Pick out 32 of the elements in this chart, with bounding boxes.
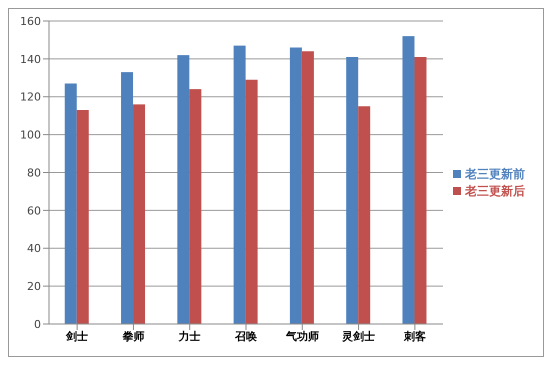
y-tick-label: 140 [20,52,41,66]
y-tick-label: 0 [34,318,41,331]
bar [234,46,246,324]
x-tick-label: 刺客 [402,330,426,343]
y-tick-label: 100 [20,128,41,142]
bar [177,55,190,324]
x-tick-label: 召唤 [234,330,257,343]
x-tick-label: 力士 [178,330,201,343]
x-tick-label: 剑士 [65,330,88,343]
bar [133,104,146,324]
x-tick-label: 灵剑士 [341,330,376,343]
bar [189,89,202,324]
legend-label: 老三更新后 [465,184,525,198]
bar [358,106,370,324]
bar [302,51,314,324]
y-tick-label: 160 [20,14,41,28]
bar [290,48,302,324]
x-tick-label: 拳师 [121,330,144,343]
bar [76,110,89,324]
bar [121,72,134,324]
bar [346,56,358,324]
bar [64,83,77,324]
bar [402,36,414,324]
y-tick-label: 60 [27,204,41,218]
legend-label: 老三更新前 [465,166,525,180]
y-tick-label: 40 [27,242,41,256]
y-tick-label: 80 [27,166,41,180]
bar [246,80,258,324]
bar [414,56,426,324]
y-tick-label: 20 [27,280,41,294]
y-tick-label: 120 [20,90,41,104]
x-tick-label: 气功师 [284,330,319,343]
